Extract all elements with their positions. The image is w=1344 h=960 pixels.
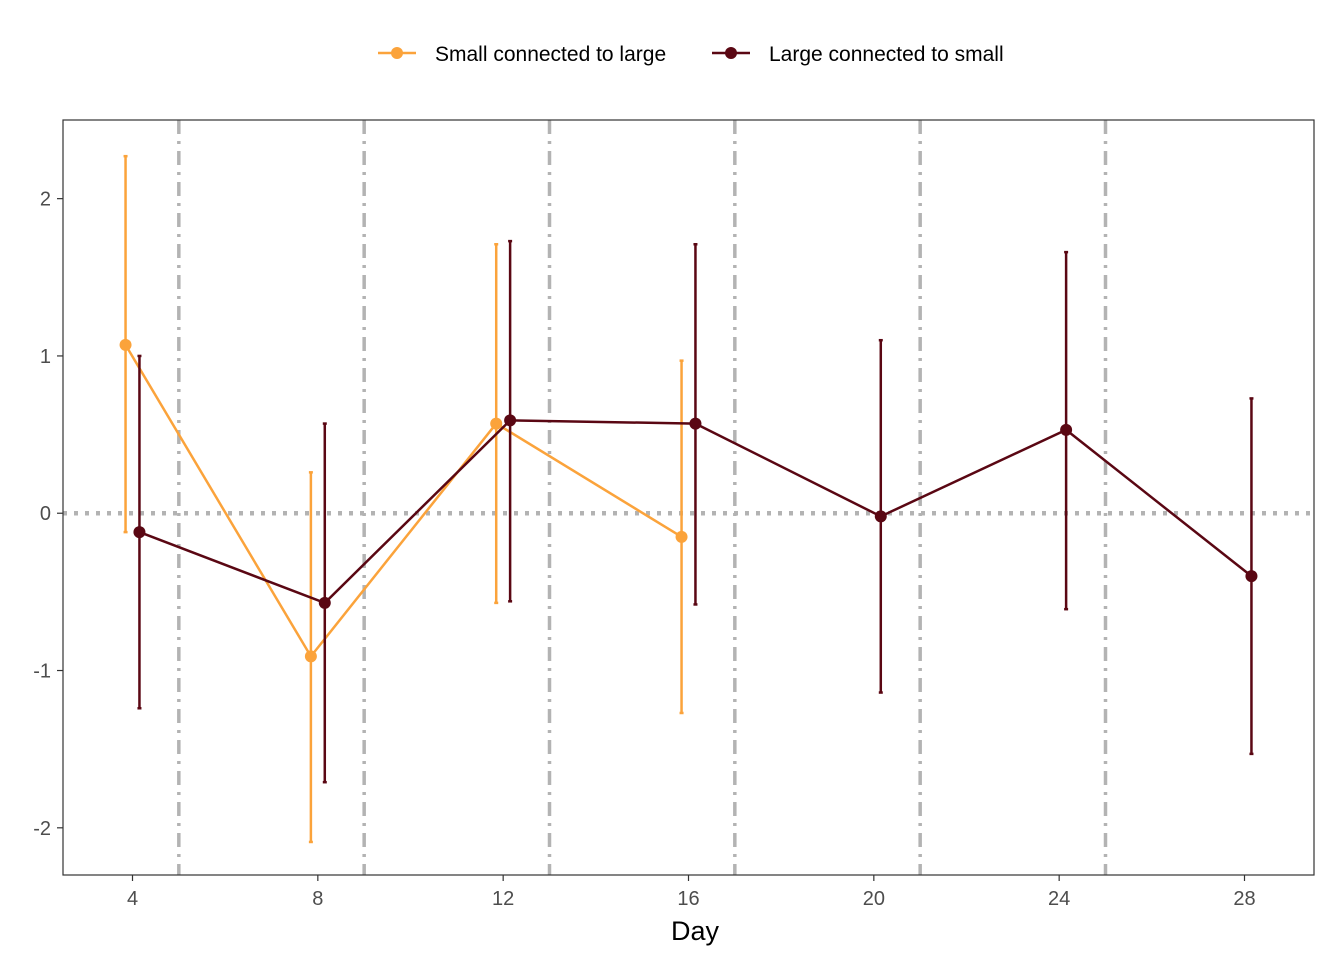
- y-tick-label: 1: [40, 346, 51, 368]
- x-tick-label: 8: [312, 888, 323, 910]
- x-axis-title: Day: [671, 916, 720, 946]
- x-tick-label: 16: [677, 888, 699, 910]
- legend-key-point: [725, 47, 737, 59]
- x-tick-label: 20: [863, 888, 885, 910]
- data-point: [874, 510, 887, 523]
- data-point: [1060, 423, 1073, 436]
- data-point: [1245, 570, 1258, 583]
- y-tick-label: -2: [33, 818, 51, 840]
- data-point: [689, 417, 702, 430]
- series-line: [124, 344, 683, 659]
- x-tick-label: 4: [127, 888, 138, 910]
- series-2: [133, 239, 1258, 784]
- y-tick-label: 0: [40, 503, 51, 525]
- data-point: [675, 530, 688, 543]
- legend-label: Small connected to large: [435, 43, 666, 66]
- legend-key-point: [391, 47, 403, 59]
- x-tick-label: 12: [492, 888, 514, 910]
- y-tick-label: -1: [33, 661, 51, 683]
- x-tick-label: 28: [1233, 888, 1255, 910]
- legend-label: Large connected to small: [769, 43, 1004, 66]
- data-point: [490, 417, 503, 430]
- plot-panel: [62, 119, 1315, 876]
- y-tick-label: 2: [40, 189, 51, 211]
- series-1: [119, 154, 688, 844]
- legend: Small connected to large Large connected …: [378, 43, 1004, 66]
- data-point: [133, 526, 146, 539]
- legend-item-2: Large connected to small: [712, 43, 1004, 66]
- y-axis: -2 -1 0 1 2: [33, 189, 63, 840]
- legend-item-1: Small connected to large: [378, 43, 666, 66]
- data-point: [504, 414, 517, 427]
- data-point: [304, 650, 317, 663]
- panel-background: [63, 120, 1314, 875]
- data-point: [318, 596, 331, 609]
- x-axis: 4 8 12 16 20 24 28: [127, 875, 1256, 910]
- x-tick-label: 24: [1048, 888, 1070, 910]
- data-point: [119, 338, 132, 351]
